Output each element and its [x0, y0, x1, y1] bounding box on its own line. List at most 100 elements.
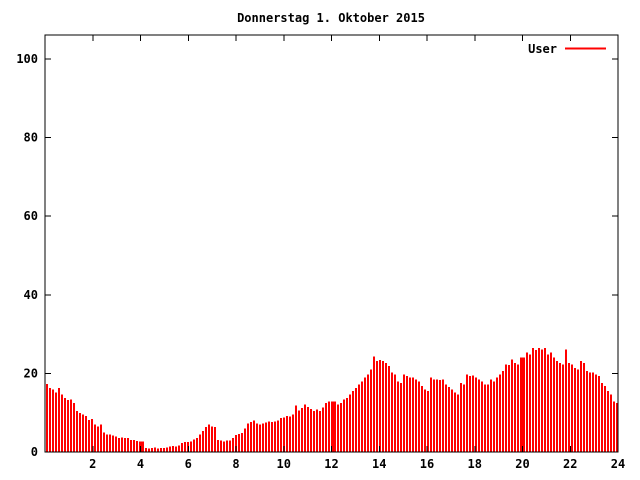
- bar: [268, 421, 270, 452]
- bar: [409, 377, 411, 452]
- bar: [373, 356, 375, 452]
- bar: [124, 438, 126, 452]
- x-tick-label: 4: [137, 457, 144, 471]
- bar: [277, 420, 279, 452]
- bar: [445, 384, 447, 452]
- bar: [481, 381, 483, 452]
- bar: [358, 384, 360, 452]
- bar: [235, 435, 237, 452]
- bar: [91, 419, 93, 452]
- y-tick-label: 0: [31, 445, 38, 459]
- bar: [541, 349, 543, 452]
- bar: [289, 416, 291, 452]
- bar: [454, 392, 456, 452]
- bar: [298, 410, 300, 452]
- bar: [283, 417, 285, 452]
- bar: [217, 439, 219, 452]
- bar: [490, 379, 492, 452]
- bar: [70, 399, 72, 452]
- bar: [232, 437, 234, 452]
- bar: [214, 427, 216, 452]
- bar: [517, 364, 519, 452]
- bar: [262, 423, 264, 452]
- bar: [487, 384, 489, 452]
- bar: [508, 365, 510, 452]
- bar: [577, 369, 579, 452]
- bar: [535, 350, 537, 452]
- bar: [379, 360, 381, 452]
- bar: [460, 382, 462, 452]
- bar: [61, 394, 63, 452]
- bar: [133, 440, 135, 452]
- bar: [169, 446, 171, 452]
- bar: [463, 384, 465, 452]
- bar: [370, 369, 372, 452]
- bar: [67, 400, 69, 452]
- bar: [97, 426, 99, 452]
- bar: [514, 362, 516, 452]
- y-tick-label: 100: [16, 52, 38, 66]
- bar: [109, 434, 111, 452]
- bar: [397, 381, 399, 452]
- bar: [526, 352, 528, 452]
- bar: [328, 401, 330, 452]
- bar: [307, 406, 309, 452]
- bar: [280, 417, 282, 452]
- bar: [421, 386, 423, 452]
- bar: [346, 397, 348, 452]
- bar: [208, 424, 210, 452]
- bar: [448, 387, 450, 452]
- bar: [88, 419, 90, 452]
- bar: [337, 404, 339, 452]
- x-tick-label: 20: [515, 457, 529, 471]
- bar: [313, 411, 315, 452]
- plot-border: [44, 34, 619, 453]
- bar: [316, 409, 318, 452]
- bar: [343, 399, 345, 452]
- bar: [532, 348, 534, 452]
- bar: [325, 402, 327, 452]
- bar: [412, 377, 414, 452]
- bar: [79, 413, 81, 452]
- x-tick-label: 16: [420, 457, 434, 471]
- bar: [352, 391, 354, 452]
- bar: [184, 442, 186, 452]
- bar: [436, 379, 438, 452]
- bar: [583, 362, 585, 452]
- bar: [361, 381, 363, 452]
- bar: [148, 448, 150, 452]
- bar: [496, 377, 498, 452]
- bar: [499, 374, 501, 452]
- y-tick-label: 40: [24, 288, 38, 302]
- legend-label-user: User: [528, 42, 557, 56]
- bar: [505, 364, 507, 452]
- bar: [244, 428, 246, 452]
- bar: [442, 379, 444, 452]
- bar: [376, 361, 378, 452]
- bar: [388, 365, 390, 452]
- bar: [256, 423, 258, 452]
- bar: [418, 381, 420, 452]
- bar: [241, 433, 243, 452]
- bar: [529, 354, 531, 452]
- bar: [538, 347, 540, 452]
- bar: [547, 354, 549, 452]
- bar: [394, 374, 396, 452]
- bar: [598, 376, 600, 452]
- bar: [475, 377, 477, 452]
- bar: [403, 374, 405, 452]
- bar: [253, 420, 255, 452]
- x-tick-label: 8: [232, 457, 239, 471]
- bar: [493, 381, 495, 452]
- legend: User: [528, 42, 606, 56]
- x-tick-label: 24: [611, 457, 625, 471]
- bar: [172, 446, 174, 452]
- bar: [100, 424, 102, 452]
- bar: [355, 387, 357, 452]
- bar: [136, 441, 138, 452]
- x-tick-label: 22: [563, 457, 577, 471]
- bar: [310, 408, 312, 452]
- x-tick-label: 14: [372, 457, 386, 471]
